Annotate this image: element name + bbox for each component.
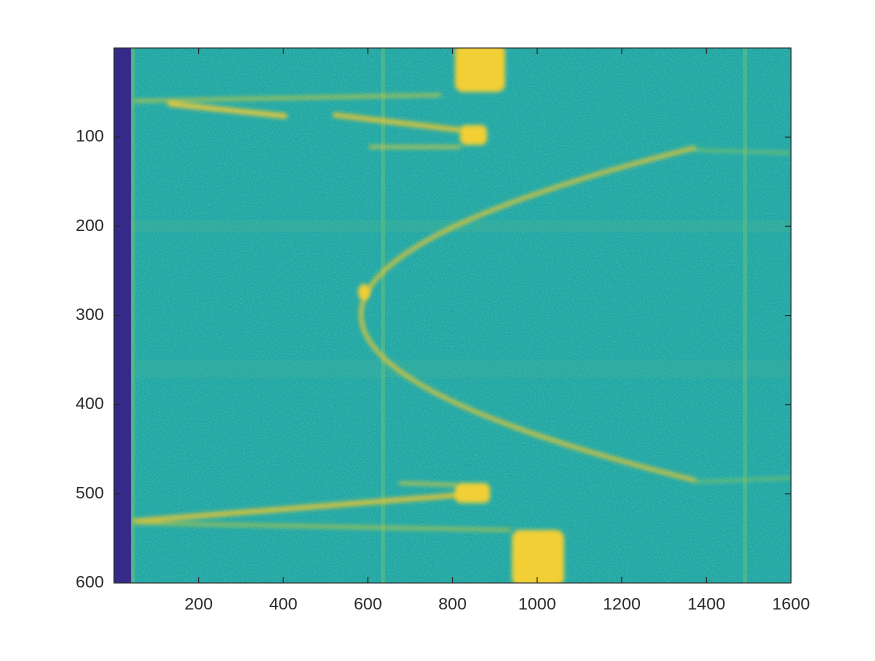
y-tick-label: 300: [76, 305, 104, 324]
y-tick-label: 400: [76, 394, 104, 413]
x-tick-label: 200: [184, 594, 212, 613]
y-tick-label: 100: [76, 127, 104, 146]
x-tick-label: 1000: [518, 594, 556, 613]
x-tick-label: 1200: [603, 594, 641, 613]
x-tick-label: 800: [438, 594, 466, 613]
x-tick-label: 600: [354, 594, 382, 613]
y-tick-label: 500: [76, 483, 104, 502]
y-tick-label: 600: [76, 572, 104, 591]
y-tick-label: 200: [76, 216, 104, 235]
x-tick-label: 1400: [687, 594, 725, 613]
x-tick-label: 1600: [772, 594, 810, 613]
image: [114, 48, 791, 583]
x-tick-label: 400: [269, 594, 297, 613]
